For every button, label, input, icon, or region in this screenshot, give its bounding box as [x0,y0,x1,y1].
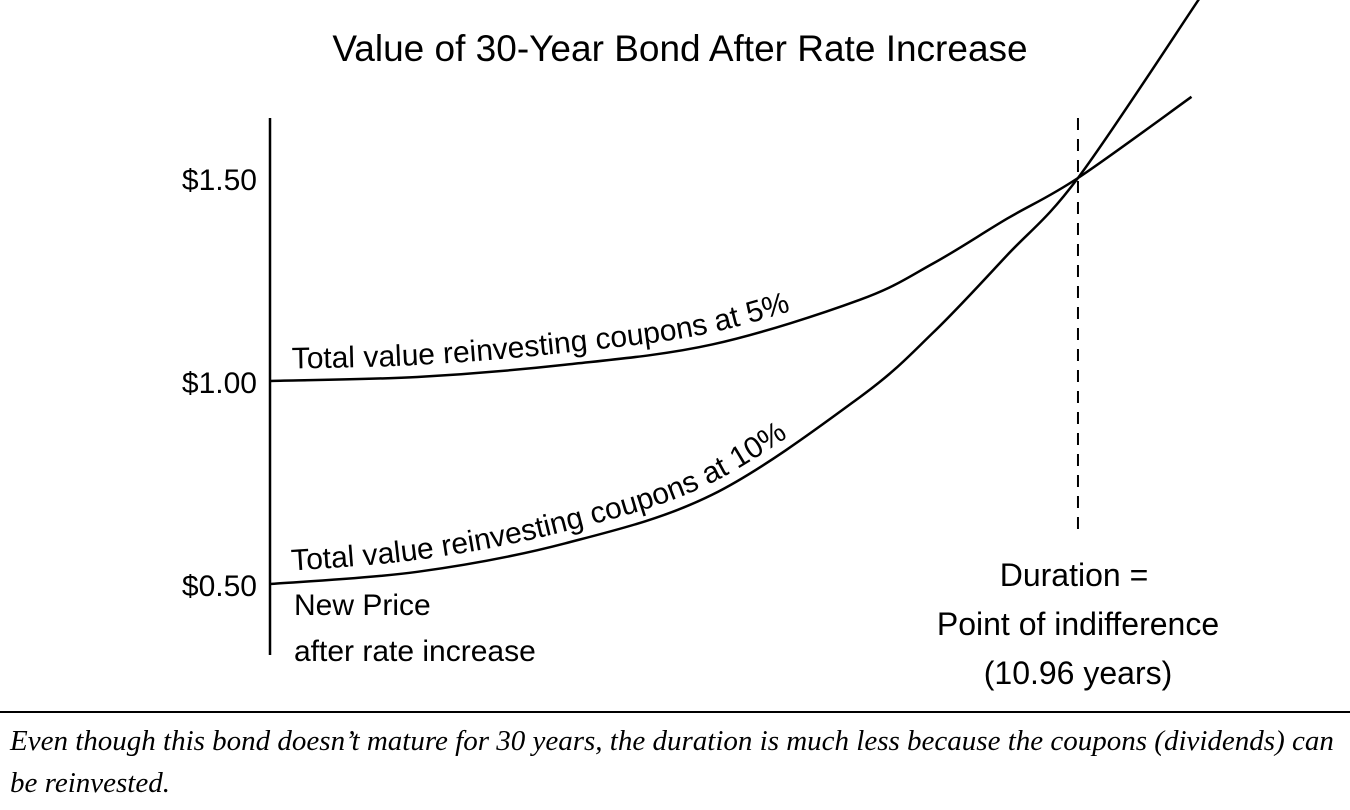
caption: Even though this bond doesn’t mature for… [10,725,1334,799]
duration-label-line2: Point of indifference [937,606,1219,642]
y-tick-label: $1.00 [182,367,257,400]
chart-title: Value of 30-Year Bond After Rate Increas… [332,28,1027,69]
duration-label-line1: Duration = [1000,557,1149,593]
duration-label-line3: (10.96 years) [984,655,1173,691]
y-tick-label: $1.50 [182,164,257,197]
series-line-10pct [269,0,1200,586]
new-price-label-line2: after rate increase [294,635,536,668]
y-tick-label: $0.50 [182,570,257,603]
new-price-label: New Price [294,589,431,622]
series-label-10pct: Total value reinvesting coupons at 10% [290,415,792,577]
series-line-5pct [269,95,1193,383]
series-label-5pct: Total value reinvesting coupons at 5% [291,286,793,375]
